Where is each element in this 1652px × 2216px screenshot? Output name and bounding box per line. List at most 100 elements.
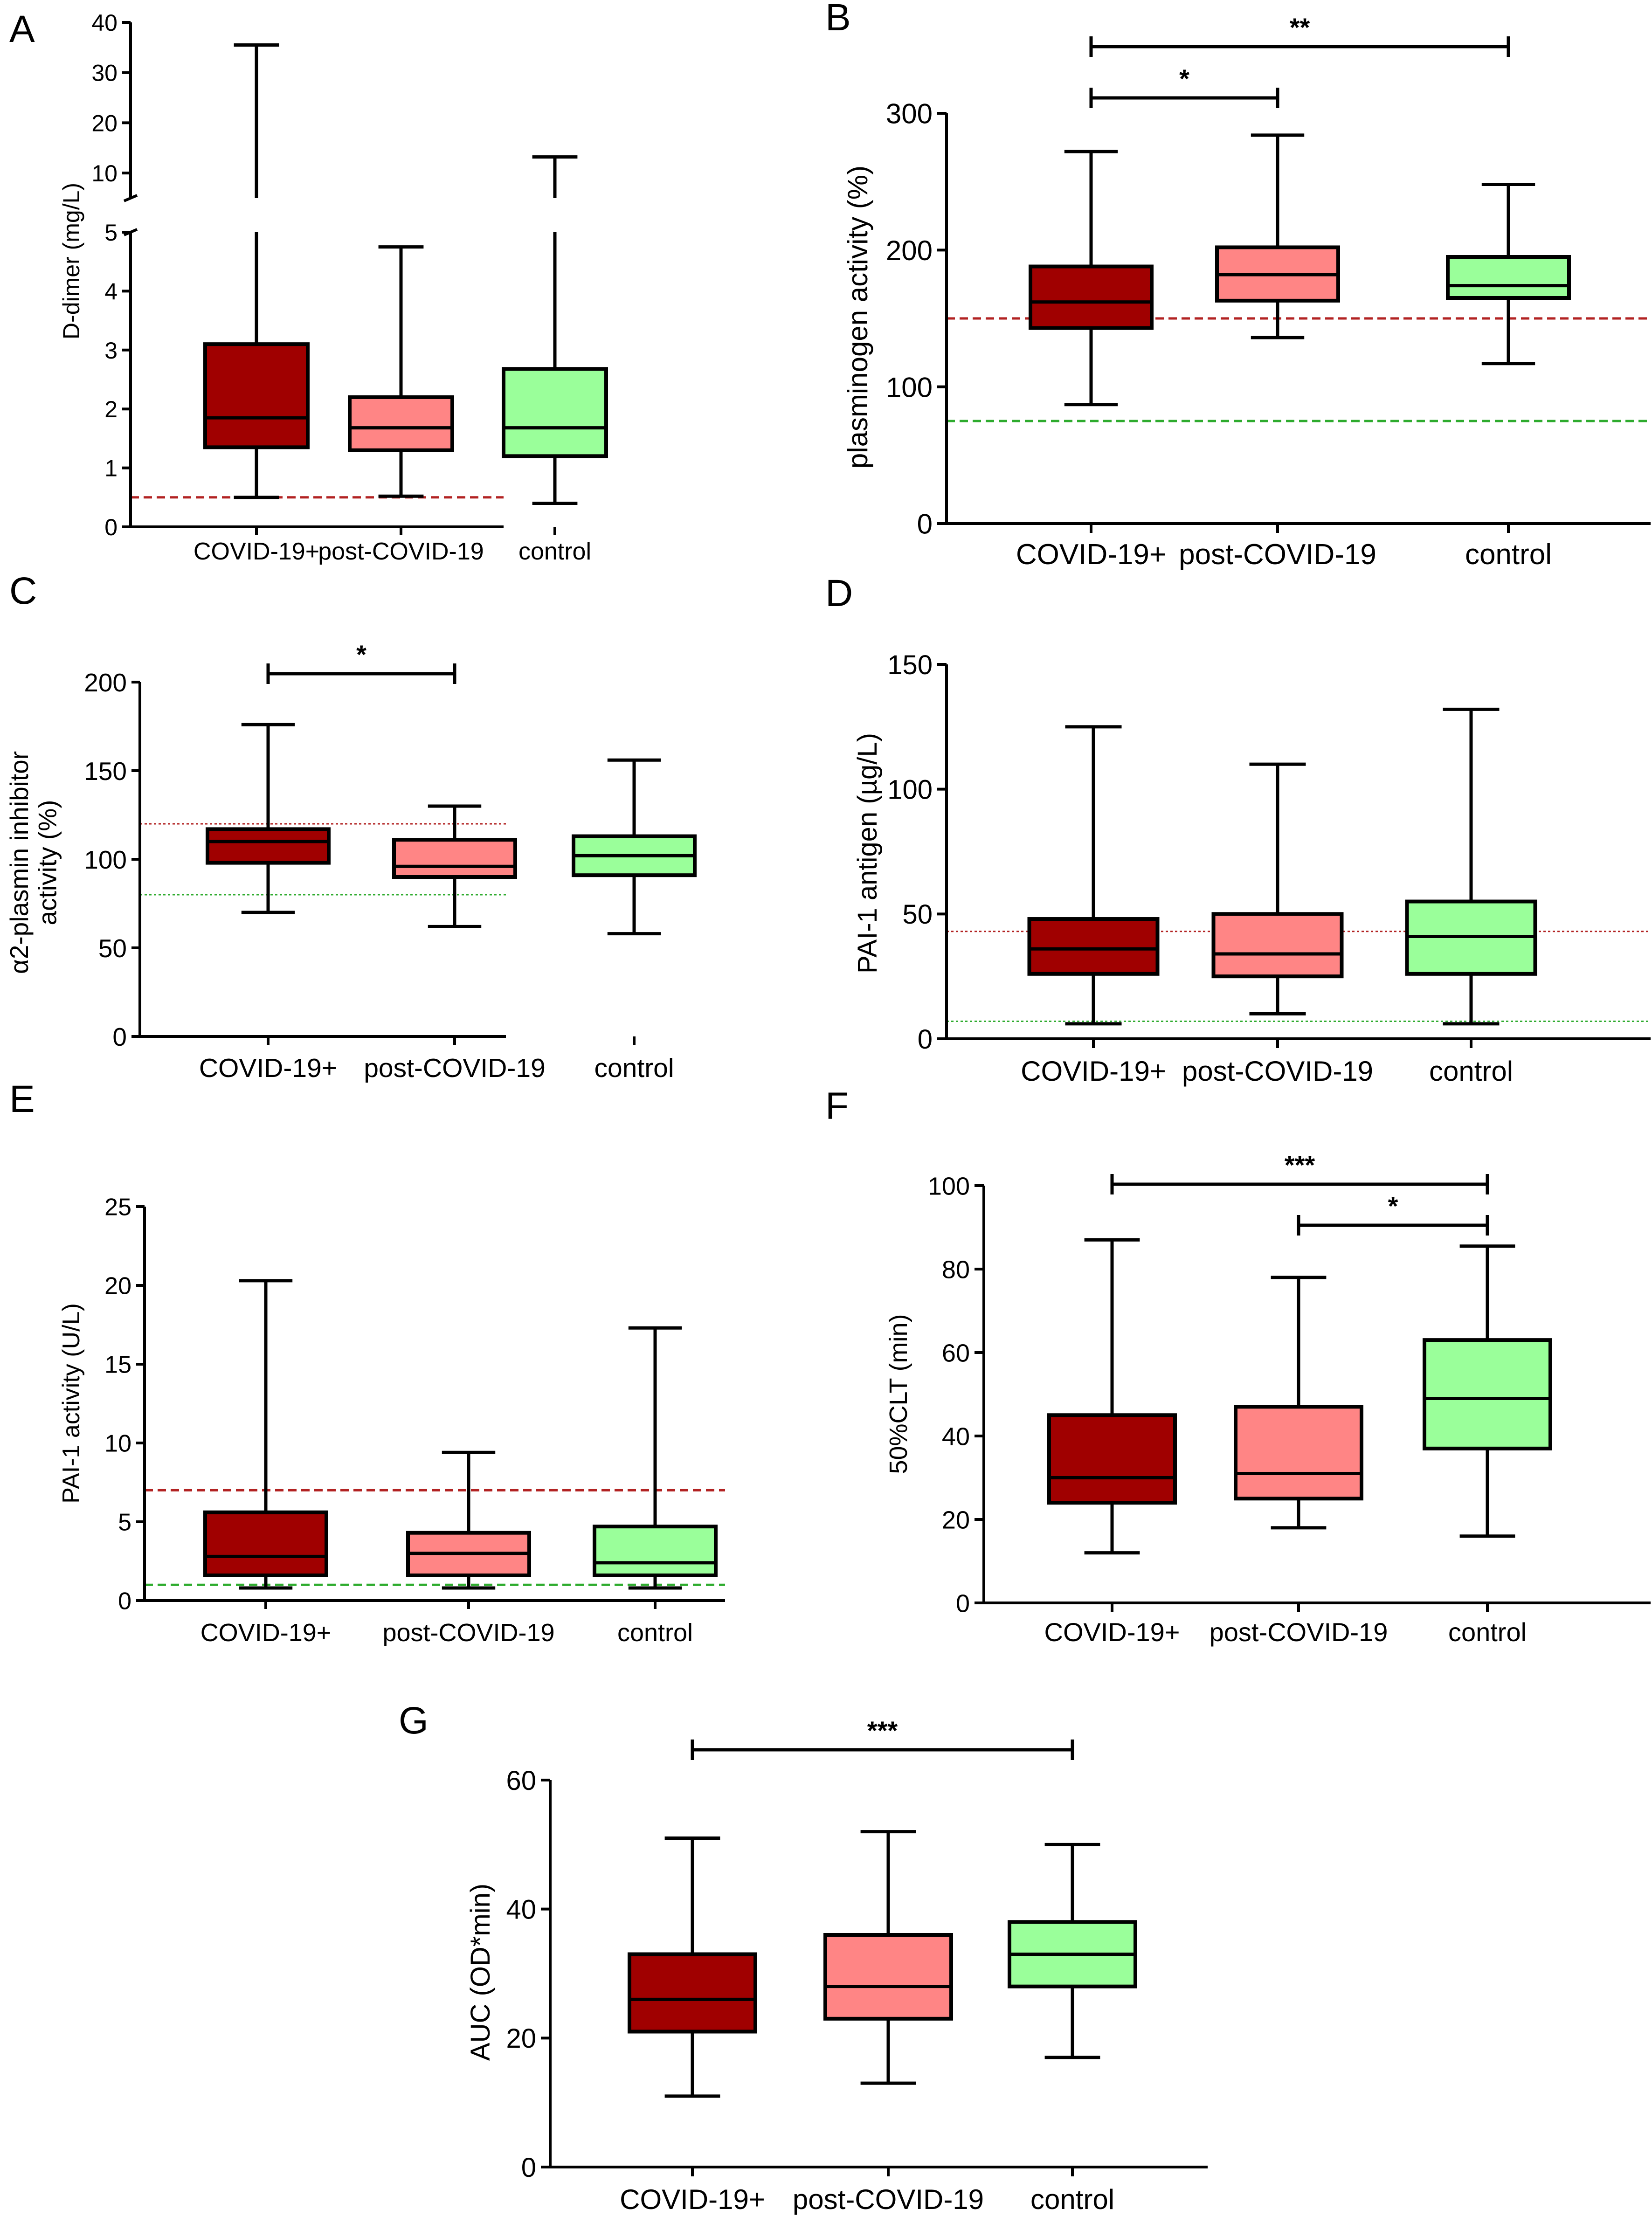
x-tick-label-control: control xyxy=(1465,538,1552,571)
significance-bracket: ** xyxy=(1089,13,1510,57)
x-tick-label-post-covid: post-COVID-19 xyxy=(1179,538,1376,571)
y-axis-title: D-dimer (mg/L) xyxy=(58,183,84,339)
box-post-covid xyxy=(348,245,454,498)
significance-stars: ** xyxy=(1290,13,1310,42)
box-iqr xyxy=(628,1952,757,2034)
y-tick-label: 5 xyxy=(118,1509,131,1536)
x-tick-label-post-covid: post-COVID-19 xyxy=(1210,1617,1388,1647)
box-post-covid xyxy=(406,1450,531,1590)
x-tick-label-covid: COVID-19+ xyxy=(620,2184,765,2215)
box-iqr xyxy=(1047,1413,1177,1505)
significance-stars: *** xyxy=(867,1716,898,1745)
panel-label-b: B xyxy=(825,0,851,39)
x-tick-label-covid: COVID-19+ xyxy=(1044,1617,1180,1647)
significance-bracket: * xyxy=(1297,1191,1489,1236)
box-iqr xyxy=(1446,255,1571,300)
y-tick-label: 20 xyxy=(942,1506,970,1534)
box-iqr xyxy=(203,342,310,449)
y-tick-label: 100 xyxy=(84,845,127,874)
x-tick-label-post-covid: post-COVID-19 xyxy=(1182,1056,1373,1087)
y-axis-title: AUC (OD*min) xyxy=(465,1884,496,2061)
box-post-covid xyxy=(1234,1276,1363,1530)
y-tick-label: 150 xyxy=(887,650,933,680)
x-tick-label-control: control xyxy=(518,538,591,565)
y-tick-label: 100 xyxy=(928,1172,970,1200)
x-tick-label-post-covid: post-COVID-19 xyxy=(382,1619,554,1647)
panel-f: F 0 20 40 60 80 100 50%CLT (min) COVID-19+ post-C… xyxy=(825,1085,1651,1647)
panel-label-f: F xyxy=(825,1085,849,1127)
box-iqr xyxy=(203,1510,328,1577)
y-tick-label: 60 xyxy=(506,1766,536,1796)
y-tick-label: 150 xyxy=(84,757,127,786)
y-tick-label: 10 xyxy=(104,1430,131,1457)
x-tick-label-control: control xyxy=(1448,1617,1527,1647)
box-covid xyxy=(203,43,310,499)
box-iqr xyxy=(1211,912,1344,979)
box-control xyxy=(593,1326,718,1590)
box-covid xyxy=(1027,725,1160,1026)
panel-label-d: D xyxy=(825,572,853,614)
box-covid xyxy=(1047,1238,1177,1555)
box-iqr xyxy=(348,395,454,452)
significance-bracket: *** xyxy=(1110,1150,1489,1194)
y-tick-label: 5 xyxy=(104,220,118,246)
x-tick-label-control: control xyxy=(594,1053,674,1083)
axis-break-mark xyxy=(123,194,138,202)
y-tick-label: 0 xyxy=(112,1022,127,1051)
y-axis-title-line: activity (%) xyxy=(33,800,62,925)
y-axis-title-line: D-dimer (mg/L) xyxy=(58,183,84,339)
panel-label-e: E xyxy=(9,1078,35,1120)
y-tick-label: 40 xyxy=(91,10,118,36)
significance-stars: * xyxy=(1179,64,1189,93)
significance-stars: * xyxy=(356,640,366,669)
y-axis-title: α2-plasmin inhibitoractivity (%) xyxy=(5,751,62,974)
y-axis-title: plasminogen activity (%) xyxy=(842,166,873,469)
y-tick-label: 0 xyxy=(918,1024,933,1055)
y-axis-title-line: PAI-1 activity (U/L) xyxy=(58,1303,85,1504)
x-tick-label-control: control xyxy=(1030,2184,1114,2215)
box-iqr xyxy=(206,827,331,865)
y-tick-label: 0 xyxy=(917,509,933,540)
box-control xyxy=(502,155,608,505)
y-tick-label: 60 xyxy=(942,1339,970,1367)
y-tick-label: 0 xyxy=(104,514,118,540)
y-tick-label: 20 xyxy=(104,1273,131,1300)
x-tick-label-control: control xyxy=(1429,1056,1513,1087)
y-tick-label: 10 xyxy=(91,160,118,186)
box-iqr xyxy=(1029,264,1154,330)
significance-bracket: * xyxy=(266,640,456,684)
box-post-covid xyxy=(823,1830,953,2085)
y-tick-label: 15 xyxy=(104,1352,131,1379)
panel-d: D 0 50 100 150 PAI-1 antigen (µg/L) COVID-19+ p… xyxy=(825,572,1651,1087)
box-covid xyxy=(1029,150,1154,407)
y-tick-label: 200 xyxy=(84,668,127,697)
y-tick-label: 100 xyxy=(887,775,933,805)
y-tick-label: 200 xyxy=(886,235,933,266)
x-tick-label-covid: COVID-19+ xyxy=(200,1619,332,1647)
y-tick-label: 25 xyxy=(104,1194,131,1221)
y-axis-title: 50%CLT (min) xyxy=(885,1314,912,1474)
box-iqr xyxy=(1234,1405,1363,1501)
panel-e: E 0 5 10 15 20 25 PAI-1 activity (U/L) COVID-19+… xyxy=(9,1078,725,1647)
y-axis-title: PAI-1 activity (U/L) xyxy=(58,1303,85,1504)
box-control xyxy=(1008,1843,1137,2059)
y-tick-label: 100 xyxy=(886,372,933,403)
significance-stars: *** xyxy=(1285,1150,1315,1180)
panel-g: G 0 20 40 60 AUC (OD*min) COVID-19+ post-COVID-… xyxy=(399,1699,1208,2215)
x-tick-label-covid: COVID-19+ xyxy=(194,538,319,565)
box-control xyxy=(1423,1244,1552,1538)
y-tick-label: 40 xyxy=(942,1422,970,1450)
y-tick-label: 0 xyxy=(956,1589,970,1617)
y-tick-label: 40 xyxy=(506,1895,536,1925)
panel-b: B 0 100 200 300 plasminogen activity (%) COVID… xyxy=(825,0,1651,571)
y-tick-label: 3 xyxy=(104,338,118,364)
box-iqr xyxy=(1423,1338,1552,1450)
y-axis-title-line: α2-plasmin inhibitor xyxy=(5,751,34,974)
panel-a: A 0 1 2 3 4 5 10 20 30 40 D-dimer (mg/L) COVID-19+po… xyxy=(9,8,608,565)
y-axis-title: PAI-1 antigen (µg/L) xyxy=(852,733,883,973)
panel-label-a: A xyxy=(9,8,35,50)
y-tick-label: 20 xyxy=(91,110,118,136)
x-tick-label-control: control xyxy=(617,1619,693,1647)
x-tick-label-post-covid: post-COVID-19 xyxy=(318,538,484,565)
box-post-covid xyxy=(1215,133,1340,339)
